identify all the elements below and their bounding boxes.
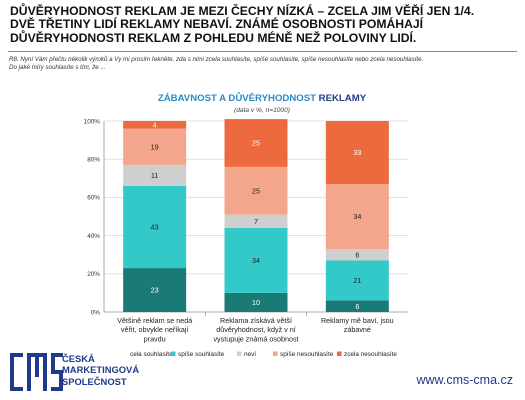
category-label-line: Reklamy mě baví, jsou [321, 316, 394, 325]
data-label: 33 [353, 148, 361, 157]
data-label: 34 [252, 256, 260, 265]
bar-segment [325, 184, 389, 249]
logo-text: ČESKÁ MARKETINGOVÁ SPOLEČNOST [62, 353, 139, 387]
legend-label: cela souhlasíte [130, 351, 173, 358]
y-tick-label: 60% [87, 195, 100, 202]
headline-line-3: DŮVĚRYHODNOSTI REKLAM Z POHLEDU MÉNĚ NEŽ… [10, 30, 417, 45]
bar-segment [224, 292, 288, 312]
legend-label: zcela nesouhlasíte [344, 351, 397, 358]
legend-swatch [171, 351, 176, 356]
y-tick-label: 80% [87, 157, 100, 164]
category-label-line: Většině reklam se nedá [117, 316, 192, 325]
survey-question: R8. Nyní Vám přečtu několik výroků a Vy … [9, 56, 514, 73]
category-label: Reklama získává větší důvěryhodnost, když… [213, 316, 298, 343]
question-line-2: Do jaké míry souhlasíte s tím, že ... [9, 64, 106, 72]
logo-line-1: ČESKÁ [62, 353, 95, 364]
category-label: Většině reklam se nedá věřit, obvykle neř… [117, 316, 192, 343]
bar-segment [224, 227, 288, 293]
data-label: 19 [151, 142, 159, 151]
legend-swatch [273, 351, 278, 356]
data-label: 7 [254, 217, 258, 226]
y-tick-label: 40% [87, 233, 100, 240]
legend-label: neví [244, 351, 256, 358]
bar-segment [123, 164, 187, 186]
bar-segment [123, 268, 187, 312]
bar-segment [224, 214, 288, 228]
chart-title: ZÁBAVNOST A DŮVĚRYHODNOST REKLAMY [158, 92, 367, 104]
logo-line-3: SPOLEČNOST [62, 375, 127, 387]
data-label: 6 [355, 302, 359, 311]
chart-title-part-1: REKLAMY [319, 93, 367, 104]
headline-line-2: DVĚ TŘETINY LIDÍ REKLAMY NEBAVÍ. ZNÁMÉ O… [10, 17, 424, 32]
chart-subtitle: (data v %, n=1000) [234, 107, 290, 114]
legend-label: spíše souhlasíte [178, 351, 225, 358]
data-label: 6 [355, 250, 359, 259]
category-label-line: věřit, obvykle neříkají [121, 325, 189, 334]
headline: DŮVĚRYHODNOST REKLAM JE MEZI ČECHY NÍZKÁ… [10, 4, 515, 45]
question-line-1: R8. Nyní Vám přečtu několik výroků a Vy … [9, 56, 424, 63]
category-label-line: Reklama získává větší [220, 316, 292, 325]
bar-segment [325, 260, 389, 301]
bar-segment [325, 300, 389, 312]
website-link[interactable]: www.cms-cma.cz [416, 373, 513, 387]
bar-segment [123, 128, 187, 165]
data-label: 25 [252, 186, 260, 195]
chart-title-part-0: ZÁBAVNOST A DŮVĚRYHODNOST [158, 92, 319, 104]
header-divider [8, 51, 517, 52]
bar-segment [325, 248, 389, 261]
category-label-line: zábavné [344, 325, 371, 334]
category-label-line: vystupuje známá osobnost [213, 334, 298, 343]
y-tick-label: 0% [91, 309, 101, 316]
bar-segment [123, 121, 187, 129]
category-label-line: pravdu [144, 334, 166, 343]
category-label-line: důvěryhodnost, když v ní [216, 325, 296, 334]
data-label: 23 [151, 286, 159, 295]
headline-line-1: DŮVĚRYHODNOST REKLAM JE MEZI ČECHY NÍZKÁ… [10, 4, 475, 18]
data-label: 11 [151, 171, 158, 180]
data-label: 21 [353, 276, 361, 285]
legend-swatch [237, 351, 242, 356]
category-label: Reklamy mě baví, jsou zábavné [321, 316, 394, 334]
data-label: 10 [252, 298, 260, 307]
bar-segment [325, 121, 389, 185]
y-tick-label: 20% [87, 271, 100, 278]
legend-label: spíše nesouhlasíte [280, 351, 334, 358]
bar-segment [224, 119, 288, 167]
cms-logo-icon [10, 353, 63, 391]
bar-segment [224, 166, 288, 215]
data-label: 43 [151, 223, 159, 232]
y-tick-label: 100% [84, 118, 101, 125]
data-label: 25 [252, 139, 260, 148]
bar-segment [123, 185, 187, 269]
data-label: 34 [353, 212, 361, 221]
data-label: 4 [153, 120, 157, 129]
logo-line-2: MARKETINGOVÁ [62, 364, 140, 376]
legend-swatch [337, 351, 342, 356]
